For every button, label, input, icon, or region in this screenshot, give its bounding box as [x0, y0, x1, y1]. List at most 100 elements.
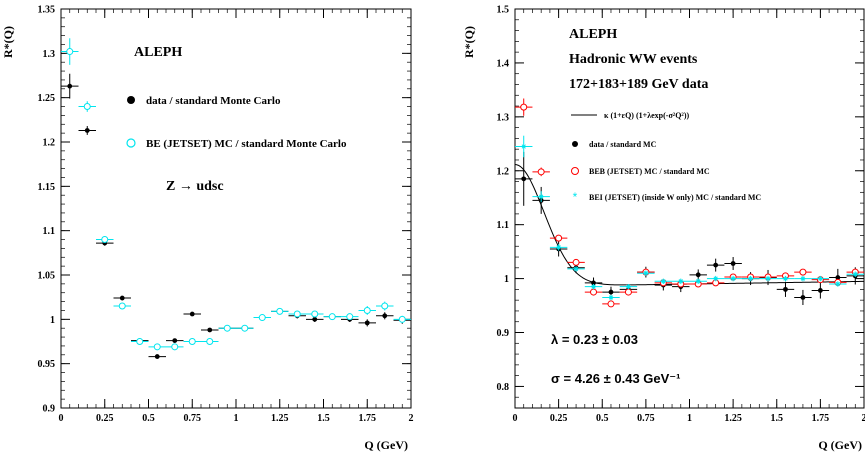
left-series1-point [188, 338, 196, 345]
right-series0-point [835, 275, 841, 280]
left-series0-point [67, 83, 73, 89]
right-axes: 0 0.25 0.5 0.75 1 1.25 1.5 1.75 2 0.8 0.9 1 1.1 1.2 1.… [497, 5, 865, 425]
left-series1-point [293, 310, 301, 318]
left-legend-marker-data [127, 96, 135, 104]
left-annotation-aleph: ALEPH [134, 45, 182, 60]
right-series1-point [555, 234, 563, 242]
left-series0-point [154, 354, 160, 359]
right-x-tick-label: 2 [862, 413, 865, 424]
left-x-tick-label: 0.25 [96, 413, 114, 424]
right-series2-point [765, 276, 771, 281]
left-axes: 0 0.25 0.5 0.75 1 1.25 1.5 1.75 2 0.9 0.95 1 1.05 1.1… [38, 5, 414, 425]
left-series1-point [363, 306, 371, 314]
left-series1-point [398, 315, 406, 323]
left-x-axis-label: Q (GeV) [364, 438, 408, 452]
left-series0-point [84, 128, 90, 133]
left-legend-marker-be [126, 138, 136, 148]
right-y-tick-label: 1 [504, 274, 509, 285]
left-y-tick-label: 1 [50, 315, 55, 326]
right-y-tick-label: 1.1 [497, 220, 510, 231]
right-plot-frame [514, 8, 865, 409]
right-series2-point [835, 281, 841, 287]
left-y-tick-label: 1.15 [38, 182, 56, 193]
left-series1-point [258, 314, 266, 322]
left-x-tick-label: 0.75 [184, 413, 202, 424]
right-y-tick-label: 1.3 [497, 112, 510, 123]
left-series1-point [118, 302, 126, 310]
right-series2-point [678, 279, 684, 284]
right-annotation-lambda: λ = 0.23 ± 0.03 [551, 332, 638, 347]
left-series1-point [153, 343, 161, 351]
left-x-tick-label: 1.5 [317, 413, 330, 424]
right-series1-point [624, 288, 632, 296]
right-series2-point [521, 144, 527, 149]
left-y-tick-label: 0.9 [43, 404, 56, 415]
left-series1-point [346, 313, 354, 321]
right-series1-point [520, 103, 528, 111]
left-y-tick-label: 1.25 [38, 93, 56, 104]
right-series0-point [730, 261, 736, 266]
left-data-marks [61, 38, 411, 359]
left-y-tick-label: 0.95 [38, 359, 56, 370]
left-series1-point [206, 338, 214, 345]
right-series1-point [572, 258, 580, 266]
left-x-tick-label: 1.25 [271, 413, 289, 424]
left-annotation-process: Z → udsc [166, 179, 224, 194]
right-legend-marker-bei: * [573, 190, 578, 204]
right-series0-point [608, 289, 614, 295]
right-x-tick-label: 1.75 [812, 413, 830, 424]
right-y-axis-label: R*(Q) [462, 26, 476, 58]
right-series1-point [537, 168, 545, 176]
right-series2-point [695, 279, 701, 284]
left-y-tick-label: 1.05 [38, 271, 56, 282]
left-series1-point [171, 343, 179, 351]
right-x-tick-label: 0.5 [596, 413, 609, 424]
right-data-marks [515, 98, 864, 308]
right-x-tick-label: 1 [687, 413, 692, 424]
right-series2-point [625, 284, 631, 289]
right-x-tick-label: 0.25 [550, 413, 568, 424]
right-series2-point [556, 245, 562, 250]
right-series2-point [782, 276, 788, 281]
right-series2-point [643, 271, 649, 276]
right-series2-point [608, 295, 614, 300]
right-legend-marker-data [572, 141, 578, 147]
right-annotation-sigma: σ = 4.26 ± 0.43 GeV⁻¹ [551, 371, 681, 386]
right-annotation-energies: 172+183+189 GeV data [569, 77, 708, 92]
right-fit-curve [514, 164, 865, 286]
left-y-tick-label: 1.2 [43, 138, 56, 149]
right-legend-label-bei: BEI (JETSET) (inside W only) MC / standa… [589, 193, 761, 202]
right-annotation-aleph: ALEPH [569, 27, 617, 42]
left-x-tick-label: 1.75 [359, 413, 377, 424]
left-legend-label-be: BE (JETSET) MC / standard Monte Carlo [146, 138, 347, 150]
right-series0-point [521, 176, 527, 182]
right-x-axis-label: Q (GeV) [818, 438, 862, 452]
right-series0-point [695, 272, 701, 278]
right-x-tick-label: 0.75 [637, 413, 655, 424]
right-series2-point [748, 276, 754, 281]
right-annotation-events: Hadronic WW events [569, 52, 698, 67]
left-x-tick-label: 0 [59, 413, 64, 424]
left-series1-point [241, 324, 249, 332]
left-series0-point [382, 313, 388, 319]
right-legend-marker-beb [571, 167, 579, 175]
right-series1-point [799, 268, 807, 276]
right-series0-point [800, 295, 806, 300]
left-series1-point [311, 310, 319, 318]
left-x-tick-label: 1 [234, 413, 239, 424]
right-series2-point [591, 284, 597, 289]
left-series0-point [189, 311, 195, 317]
left-series1-point [136, 338, 144, 345]
left-series0-point [119, 295, 125, 301]
right-series2-point [817, 276, 823, 281]
right-series1-point [607, 300, 615, 308]
right-series2-point [573, 266, 579, 272]
left-y-tick-label: 1.35 [38, 5, 56, 16]
right-y-tick-label: 1.2 [497, 166, 510, 177]
right-series2-point [730, 276, 736, 281]
right-x-tick-label: 1.25 [724, 413, 742, 424]
right-series2-point [538, 194, 544, 199]
left-series0-point [207, 327, 213, 333]
left-chart: 0 0.25 0.5 0.75 1 1.25 1.5 1.75 2 0.9 0.95 1 1.05 1.1… [1, 5, 414, 453]
